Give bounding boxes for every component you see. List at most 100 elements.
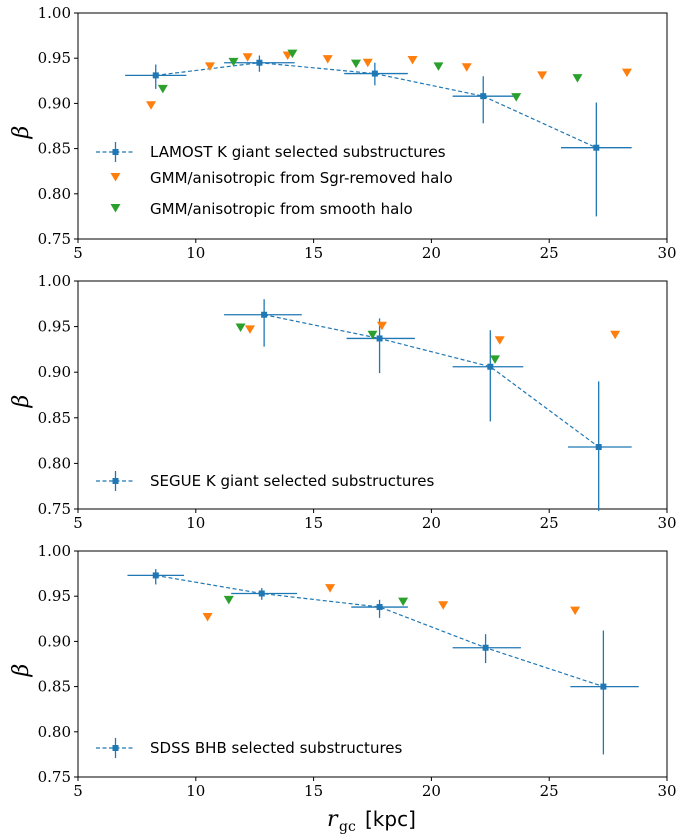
data-point: [376, 604, 383, 611]
x-tick-label: 20: [422, 244, 441, 262]
legend-swatch-marker: [110, 173, 121, 182]
y-tick-label: 1.00: [38, 272, 71, 290]
legend-label: SDSS BHB selected substructures: [150, 739, 403, 757]
x-axis-label-unit: [kpc]: [365, 807, 416, 831]
legend-swatch-marker: [110, 204, 121, 213]
series-line: [155, 62, 597, 149]
data-point: [398, 597, 409, 607]
data-point: [490, 355, 501, 364]
chart-panel-3: 5 10 15 20 25 30 0.75 0.80 0.85 0.90 0.95 1.00 β SDSS…: [9, 542, 676, 800]
x-tick-label: 20: [422, 514, 441, 532]
data-point: [351, 59, 362, 69]
data-point: [511, 93, 522, 102]
data-point: [146, 101, 157, 110]
plot-frame: [77, 550, 668, 778]
y-axis-label: β: [9, 664, 34, 678]
panels: 5 10 15 20 25 30 0.75 0.80 0.85 0.90 0.95 1.00 β LAMO…: [9, 4, 676, 800]
series-2: [244, 321, 621, 345]
legend-entry: GMM/anisotropic from smooth halo: [110, 200, 413, 218]
data-point: [494, 336, 505, 345]
data-point: [570, 606, 581, 616]
y-tick-label: 0.75: [38, 230, 71, 248]
data-point: [235, 323, 246, 333]
data-point: [537, 71, 548, 80]
series-1: [125, 55, 632, 217]
series-1: [127, 569, 639, 755]
x-tick-label: 15: [304, 782, 323, 800]
series-2: [146, 51, 632, 110]
x-axis-label: r gc [kpc]: [327, 807, 416, 835]
y-tick-label: 0.90: [38, 94, 71, 112]
data-point: [487, 363, 494, 370]
y-tick-label: 0.80: [38, 185, 71, 203]
series-line: [155, 574, 604, 688]
data-point: [204, 62, 215, 71]
x-tick-label: 25: [540, 782, 559, 800]
legend-label: GMM/anisotropic from Sgr-removed halo: [150, 169, 453, 187]
data-point: [438, 601, 449, 610]
x-tick-label: 25: [540, 514, 559, 532]
y-tick-label: 0.75: [38, 768, 71, 786]
data-point: [244, 325, 255, 334]
y-tick-label: 0.80: [38, 723, 71, 741]
data-point: [371, 70, 378, 77]
y-axis-label: β: [9, 395, 34, 409]
data-point: [621, 68, 632, 78]
x-tick-label: 15: [304, 244, 323, 262]
series-3: [223, 595, 409, 607]
data-point: [461, 63, 472, 72]
data-point: [600, 683, 607, 690]
x-tick-label: 30: [657, 514, 676, 532]
data-point: [407, 56, 418, 65]
data-point: [572, 74, 583, 83]
legend-entry: SDSS BHB selected substructures: [96, 738, 403, 758]
data-point: [152, 72, 159, 79]
data-point: [152, 572, 159, 579]
data-point: [157, 84, 168, 94]
x-tick-label: 20: [422, 782, 441, 800]
series-1: [224, 299, 632, 511]
legend-entry: LAMOST K giant selected substructures: [96, 142, 446, 162]
data-point: [433, 62, 444, 71]
legend-entry: GMM/anisotropic from Sgr-removed halo: [110, 169, 453, 187]
x-tick-label: 5: [73, 782, 83, 800]
data-point: [367, 330, 378, 340]
series-3: [157, 49, 583, 102]
y-axis-label: β: [9, 126, 34, 140]
x-tick-label: 15: [304, 514, 323, 532]
data-point: [256, 59, 263, 66]
y-tick-label: 1.00: [38, 4, 71, 22]
data-point: [223, 595, 234, 605]
legend-swatch-marker: [112, 745, 119, 751]
data-point: [610, 330, 621, 340]
plot-frame: [77, 12, 668, 240]
data-point: [228, 57, 239, 67]
data-point: [362, 58, 373, 68]
data-point: [258, 590, 265, 597]
chart-panel-1: 5 10 15 20 25 30 0.75 0.80 0.85 0.90 0.95 1.00 β LAMO…: [9, 4, 676, 262]
data-point: [595, 443, 602, 450]
legend-swatch-marker: [112, 478, 119, 484]
y-tick-label: 0.95: [38, 318, 71, 336]
y-tick-label: 0.90: [38, 632, 71, 650]
data-point: [376, 335, 383, 342]
data-point: [593, 144, 600, 151]
series-2: [202, 584, 581, 622]
y-tick-label: 0.85: [38, 409, 71, 427]
data-point: [261, 311, 268, 318]
legend-label: SEGUE K giant selected substructures: [150, 472, 434, 490]
data-point: [480, 93, 487, 100]
legend-swatch-marker: [112, 149, 119, 155]
data-point: [287, 49, 298, 59]
y-tick-label: 0.75: [38, 500, 71, 518]
y-tick-label: 1.00: [38, 542, 71, 560]
series-3: [235, 323, 501, 364]
y-tick-label: 0.80: [38, 454, 71, 472]
x-tick-label: 5: [73, 244, 83, 262]
data-point: [322, 55, 333, 64]
chart-panel-2: 5 10 15 20 25 30 0.75 0.80 0.85 0.90 0.95 1.00 β SEGU…: [9, 272, 676, 532]
y-tick-label: 0.90: [38, 363, 71, 381]
x-axis-label-symbol: r: [327, 807, 339, 832]
x-tick-label: 10: [186, 514, 205, 532]
series-line: [263, 314, 600, 448]
